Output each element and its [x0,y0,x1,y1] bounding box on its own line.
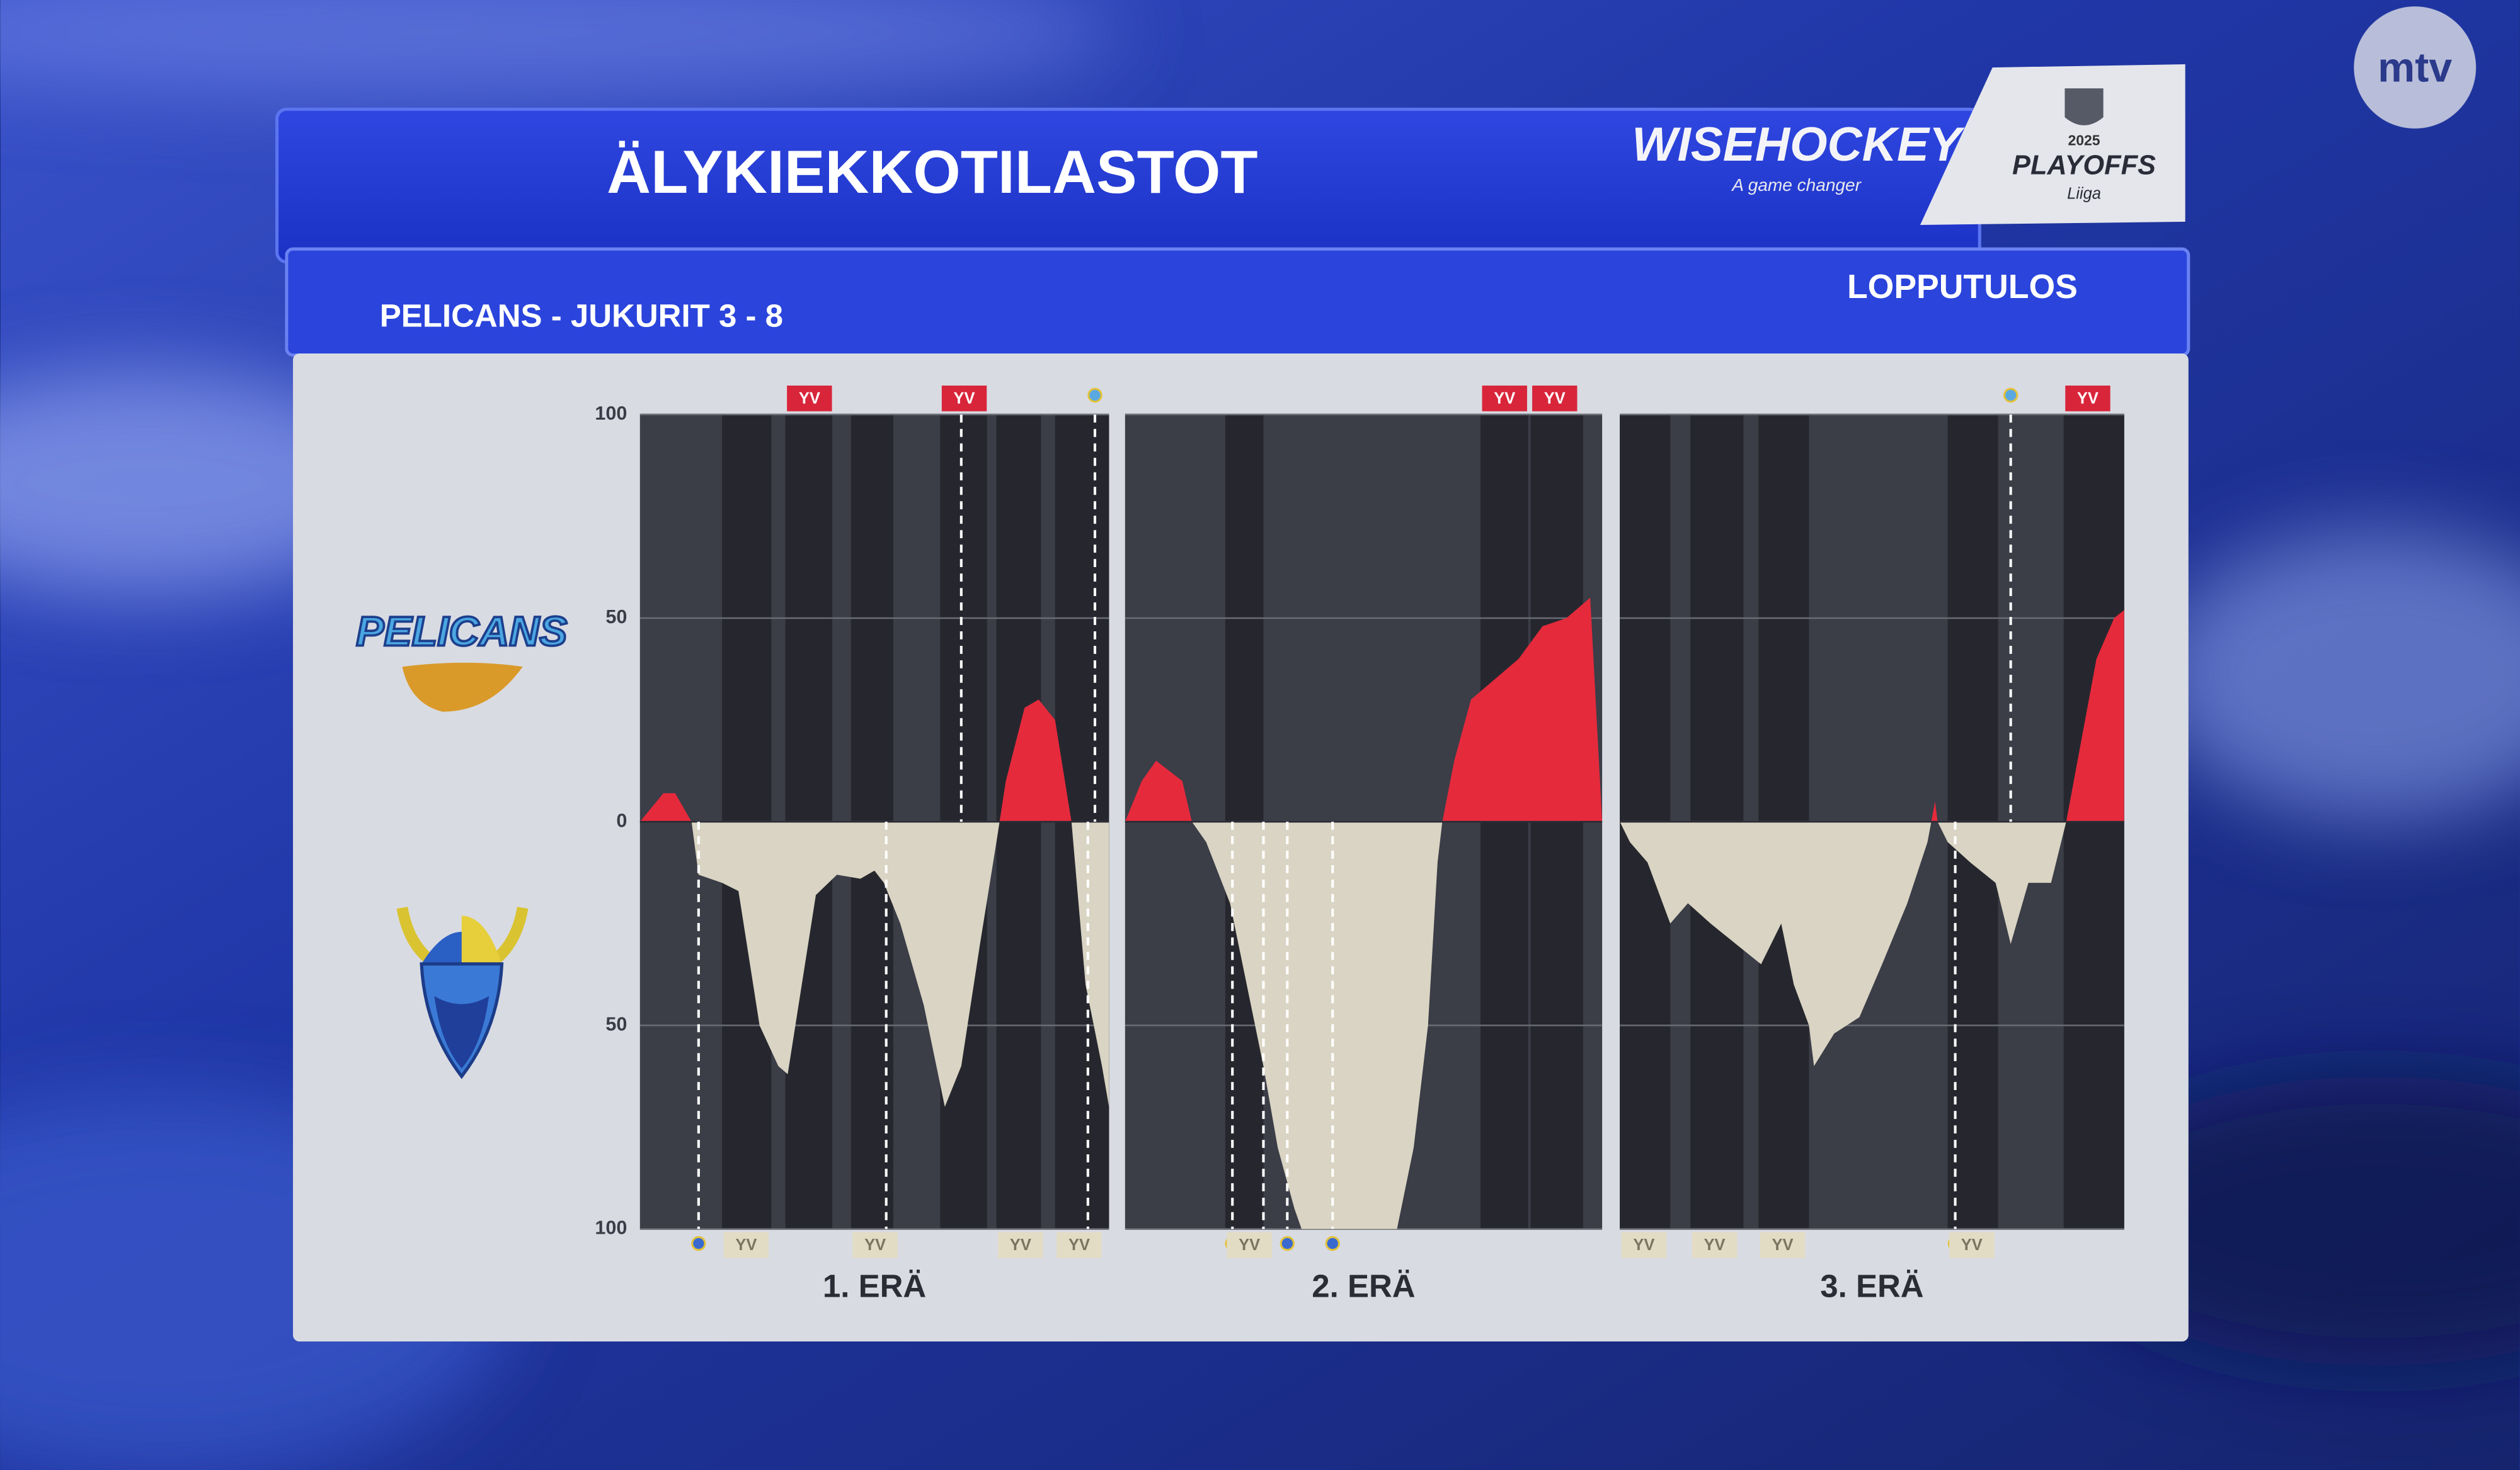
title: ÄLYKIEKKOTILASTOT [607,137,1257,206]
powerplay-tag [1482,385,1527,411]
powerplay-tag [2065,385,2110,411]
powerplay-label: YV [1239,1236,1260,1254]
powerplay-tag [1057,1232,1102,1258]
period-label: 1. ERÄ [823,1268,926,1304]
trophy-icon [2065,88,2104,125]
subtitle: PELICANS - JUKURIT 3 - 8 [380,297,783,333]
powerplay-tag [941,385,987,411]
y-tick-label: 50 [605,1013,627,1035]
status: LOPPUTULOS [1847,268,2078,306]
pelicans-logo-text: PELICANS [356,609,567,655]
powerplay-tag [1949,1232,1995,1258]
powerplay-tag [723,1232,769,1258]
powerplay-label: YV [1068,1236,1090,1254]
powerplay-label: YV [1961,1236,1983,1254]
powerplay-label: YV [1544,389,1566,407]
badge-text: PLAYOFFS [2012,151,2156,181]
jukurit-logo [396,906,529,1079]
powerplay-label: YV [1704,1236,1725,1254]
powerplay-label: YV [1772,1236,1794,1254]
period-label: 3. ERÄ [1820,1268,1923,1304]
y-tick-label: 100 [595,1217,627,1239]
powerplay-label: YV [1633,1236,1654,1254]
powerplay-label: YV [1494,389,1515,407]
y-tick-label: 50 [605,606,627,628]
badge-year: 2025 [2068,132,2100,148]
y-tick-label: 100 [595,403,627,424]
sponsor-tagline: A game changer [1731,175,1862,195]
powerplay-tag [787,385,832,411]
badge-box [1920,64,2185,225]
home-area [1620,610,2124,822]
powerplay-tag [1692,1232,1738,1258]
goal-icon [691,1236,706,1251]
powerplay-label: YV [799,389,820,407]
home-area [639,699,1109,822]
channel-name: mtv [2378,45,2452,91]
pelicans-beak [402,662,523,712]
powerplay-label: YV [735,1236,757,1254]
goal-icon [1087,388,1102,403]
powerplay-tag [1760,1232,1806,1258]
goal-icon [1325,1236,1340,1251]
badge-league: Liiga [2067,185,2101,202]
goal-icon [1280,1236,1295,1251]
powerplay-tag [1227,1232,1272,1258]
powerplay-tag [998,1232,1043,1258]
powerplay-label: YV [1010,1236,1031,1254]
channel-logo [2354,6,2477,129]
powerplay-label: YV [864,1236,886,1254]
away-area [1620,822,2066,1066]
powerplay-tag [852,1232,898,1258]
powerplay-label: YV [954,389,975,407]
y-tick-label: 0 [616,810,627,831]
period-label: 2. ERÄ [1312,1268,1415,1304]
away-area [691,822,1109,1107]
away-area [1191,822,1443,1229]
powerplay-tag [1621,1232,1667,1258]
sponsor: WISEHOCKEY [1632,118,1965,171]
goal-icon [2003,388,2019,403]
powerplay-tag [1532,385,1578,411]
home-area [1125,597,1603,822]
powerplay-label: YV [2077,389,2099,407]
